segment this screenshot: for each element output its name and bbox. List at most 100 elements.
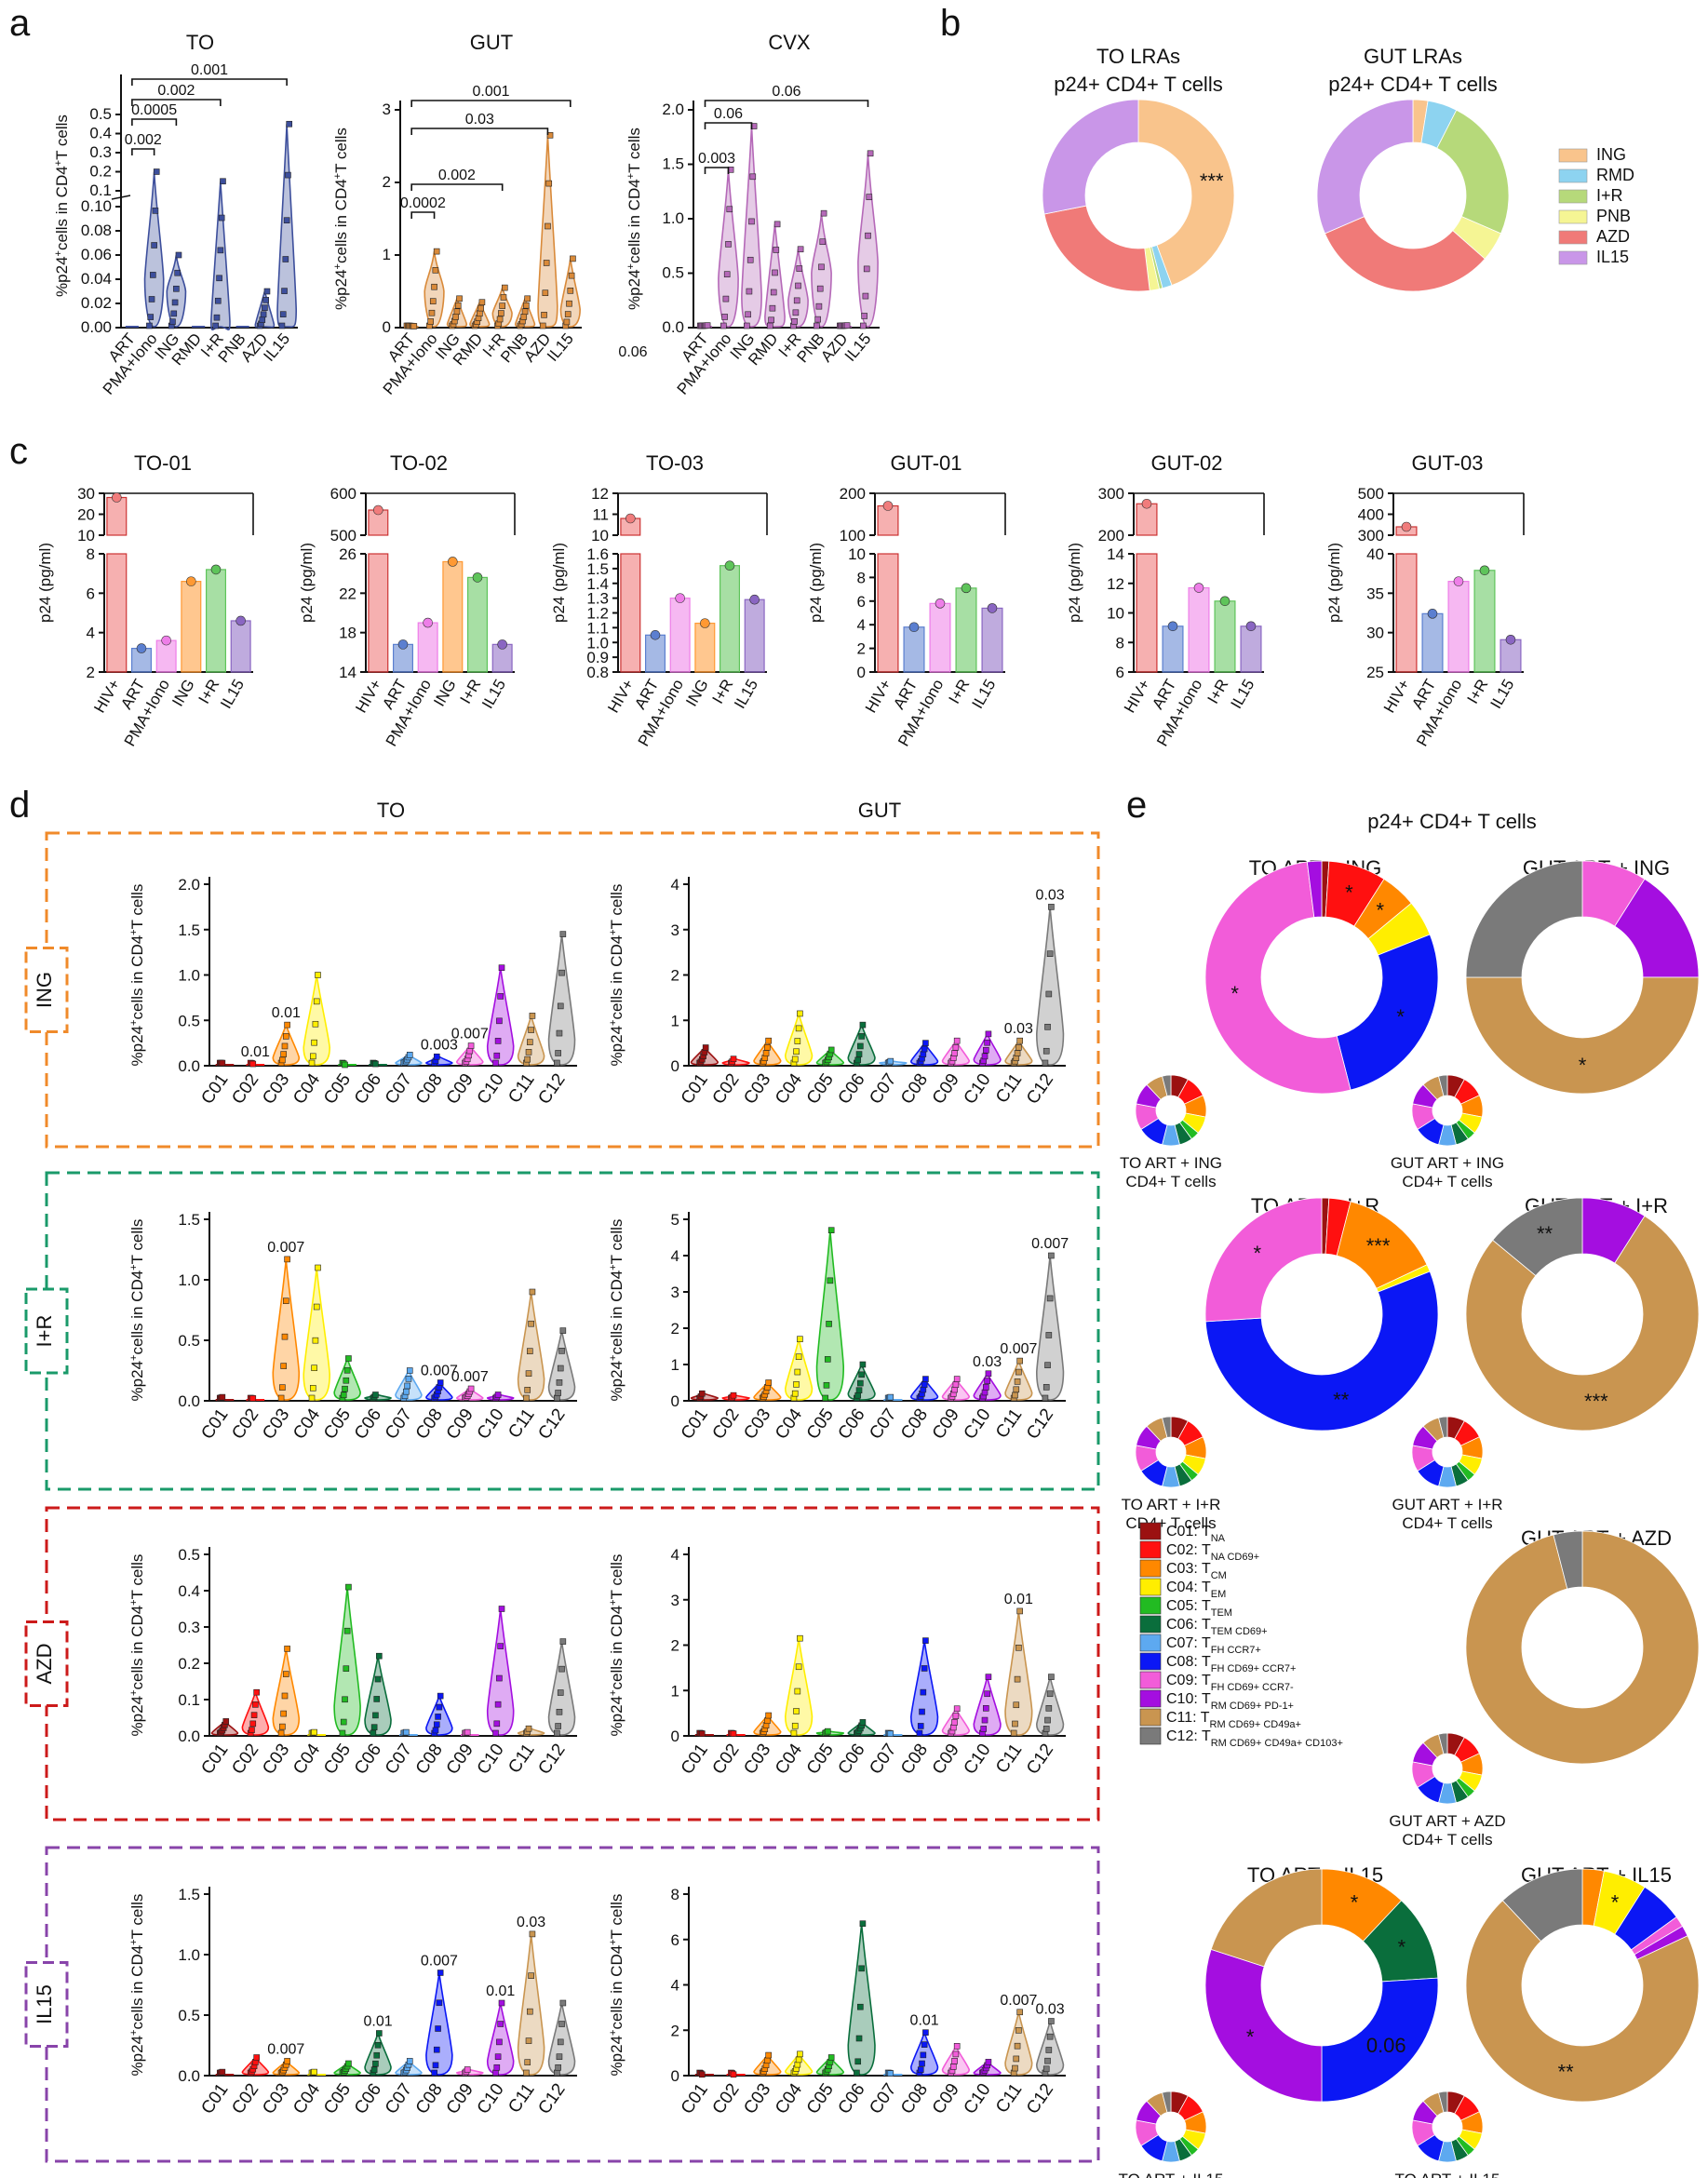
cluster-pvalue: 0.007 [267,1240,304,1256]
legend-label: C08: TFH CD69+ CCR7+ [1166,1654,1296,1674]
data-point [1048,2018,1055,2024]
cluster-donut-slice-c12 [1553,1530,1583,1590]
data-point [791,1055,799,1063]
y-tick-label: 0.5 [178,1332,200,1350]
data-point [456,295,463,302]
chart-title: CVX [768,31,811,54]
data-point [171,299,179,306]
x-tick-label: C11 [504,1070,538,1107]
panel-label-b: b [940,3,961,44]
reference-donut-slice-c12 [1438,1416,1448,1438]
data-point [887,1393,894,1401]
legend-swatch-c12 [1139,1727,1162,1745]
comparison-pvalue: 0.001 [191,62,228,78]
x-tick-label: C07 [382,1405,416,1444]
data-point [921,1381,928,1389]
bar-pmaiono [669,598,691,673]
row-tag-label: AZD [33,1644,56,1685]
data-point [523,2069,530,2077]
data-point [151,242,157,249]
reference-donut-slice-c12 [1438,1732,1448,1754]
significance-marker: * [1246,2025,1255,2049]
data-point [555,2064,561,2071]
data-point [1044,1362,1051,1368]
y-tick-label: 6 [671,1931,679,1949]
bar-art [903,626,925,673]
y-tick-label: 0.4 [178,1582,200,1600]
cluster-donut-slice-c12 [1492,1197,1583,1277]
data-point [764,2057,771,2064]
data-point [436,1999,443,2007]
y-axis-label: p24 (pg/ml) [36,543,54,623]
data-point [497,993,504,1000]
data-point [813,322,820,329]
data-point [545,180,553,187]
data-point [498,1999,505,2007]
y-tick-label: 1.5 [662,155,684,173]
y-tick-label: 6 [857,593,866,611]
data-point [557,1689,564,1696]
y-tick-label: 0.04 [81,270,112,288]
data-point [170,310,178,317]
y-tick-label: 1.4 [586,575,609,593]
cluster-pvalue: 0.003 [421,1037,458,1053]
cluster-pvalue: 0.007 [267,2041,304,2057]
data-point [749,173,757,181]
x-tick-label: C08 [412,2080,447,2118]
data-point [432,2062,439,2069]
data-point [173,285,180,292]
x-tick-label: C05 [320,1741,355,1779]
legend-label: C12: TRM CD69+ CD49a+ CD103+ [1166,1728,1343,1749]
data-point [262,304,268,311]
x-tick-label: C05 [803,1741,838,1779]
data-point [345,1355,352,1362]
data-point [559,1999,567,2007]
x-tick-label: C04 [289,1740,324,1778]
x-tick-label: IL15 [1486,677,1517,712]
x-tick-label: C02 [709,1405,744,1444]
data-point [277,1394,285,1402]
data-point [343,1366,351,1374]
comparison-bracket [131,99,222,106]
cluster-donut-slice-c10 [1306,860,1323,918]
y-tick-label: 3 [383,101,391,118]
x-tick-label: ING [168,677,198,710]
violin-c11 [1004,1610,1033,1736]
data-point [797,1634,803,1642]
data-point [343,1377,350,1384]
y-tick-label: 6 [1116,664,1124,681]
data-point [217,247,224,254]
violin-c06 [847,1923,876,2076]
data-point [280,1710,287,1717]
data-point [284,1021,290,1028]
data-point [403,1728,410,1736]
data-point [980,1726,988,1732]
data-point [467,1042,475,1049]
legend-swatch [1558,230,1588,245]
data-point [827,2054,835,2061]
bar-point [210,564,222,575]
data-point [566,300,572,307]
bar-point [1141,498,1152,509]
y-tick-label: 12 [1107,575,1124,593]
comparison-pvalue: 0.003 [698,151,735,167]
y-tick-label: 0.1 [89,182,112,199]
data-point [520,314,528,320]
data-point [558,2021,565,2027]
violin-ir [209,181,231,330]
data-point [527,2008,533,2015]
data-point [1045,1332,1053,1338]
x-tick-label: C08 [897,1070,932,1109]
data-point [554,1394,560,1402]
x-tick-label: C12 [534,1070,569,1109]
data-point [1042,1384,1050,1391]
comparison-pvalue: 0.001 [472,84,509,100]
data-point [922,1376,929,1382]
bar-hiv-lower [620,553,641,673]
data-point [791,1390,799,1397]
y-tick-label: 1.3 [586,590,609,608]
chart-title: GUT [470,31,513,54]
data-point [1042,1047,1050,1055]
data-point [1014,1378,1021,1385]
